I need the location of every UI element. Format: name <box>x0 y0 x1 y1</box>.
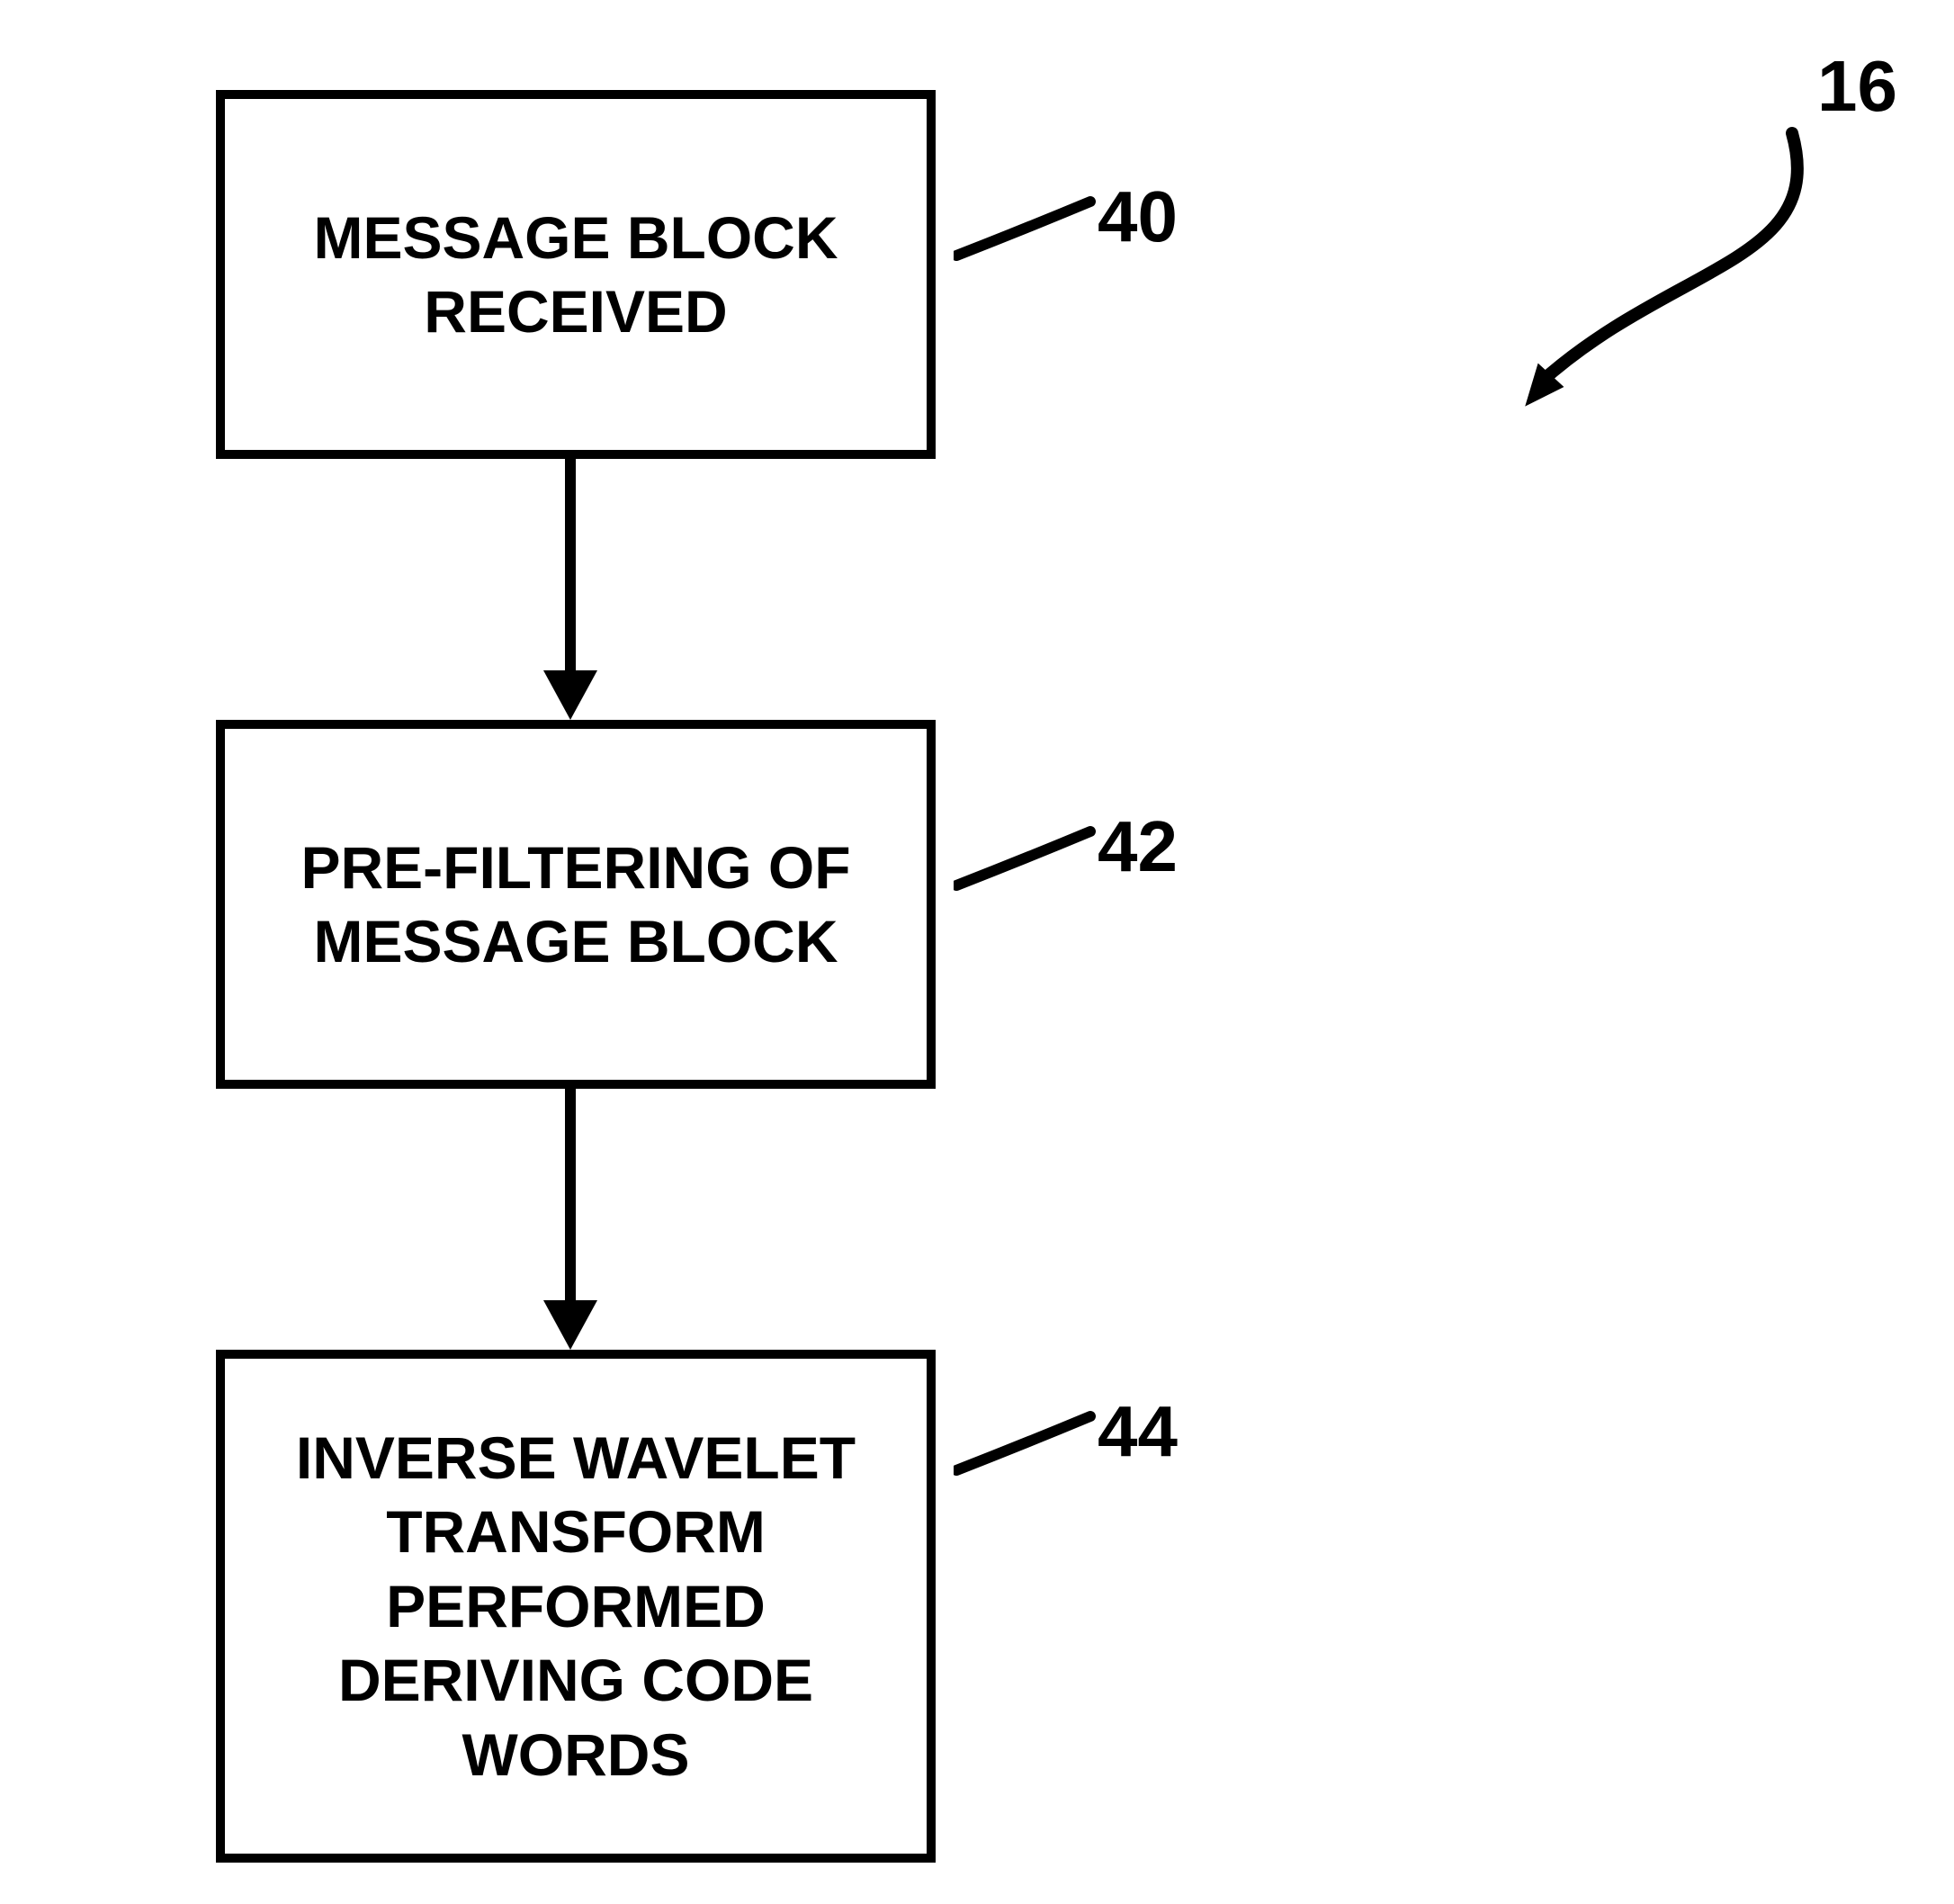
arrow-head-1 <box>543 670 597 720</box>
flowchart-box-text-1: MESSAGE BLOCK RECEIVED <box>243 201 909 349</box>
flowchart-box-2: PRE-FILTERING OF MESSAGE BLOCK <box>216 720 936 1089</box>
box-label-curve-3 <box>954 1368 1098 1476</box>
box-label-curve-2 <box>954 783 1098 891</box>
flowchart-box-text-3: INVERSE WAVELET TRANSFORM PERFORMED DERI… <box>243 1421 909 1792</box>
arrow-line-2 <box>565 1089 576 1300</box>
box-label-1: 40 <box>1098 175 1178 258</box>
flowchart-box-1: MESSAGE BLOCK RECEIVED <box>216 90 936 459</box>
box-label-curve-1 <box>954 153 1098 261</box>
diagram-label: 16 <box>1817 45 1897 128</box>
flowchart-box-3: INVERSE WAVELET TRANSFORM PERFORMED DERI… <box>216 1350 936 1863</box>
arrow-line-1 <box>565 459 576 670</box>
flowchart-box-text-2: PRE-FILTERING OF MESSAGE BLOCK <box>243 831 909 979</box>
box-label-2: 42 <box>1098 805 1178 888</box>
box-label-3: 44 <box>1098 1390 1178 1473</box>
arrow-head-2 <box>543 1300 597 1350</box>
main-curve-arrow <box>1475 117 1835 441</box>
